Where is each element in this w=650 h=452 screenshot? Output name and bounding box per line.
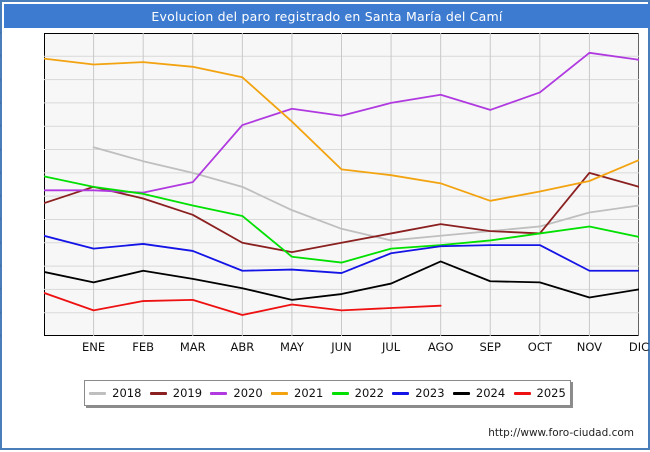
x-axis-tick: DIC: [628, 340, 650, 354]
series-line-2020: [44, 51, 639, 194]
legend-label: 2025: [536, 386, 566, 400]
x-axis-tick: JUL: [381, 340, 401, 354]
series-line-2023: [44, 234, 639, 274]
y-axis-tick: 220: [0, 236, 1, 250]
legend-item-2021[interactable]: 2021: [267, 386, 328, 400]
x-axis-tick: SEP: [479, 340, 501, 354]
x-axis-tick: FEB: [132, 340, 155, 354]
footer-url: http://www.foro-ciudad.com: [488, 427, 634, 439]
x-axis-tick: JUN: [331, 340, 352, 354]
x-axis-tick: ENE: [82, 340, 106, 354]
y-axis-tick: 260: [0, 189, 1, 203]
legend-item-2022[interactable]: 2022: [328, 386, 389, 400]
legend-label: 2018: [112, 386, 142, 400]
y-axis-tick: 400: [0, 26, 1, 40]
legend-swatch-icon: [210, 391, 228, 395]
series-line-2021: [44, 57, 639, 202]
legend-label: 2023: [415, 386, 445, 400]
page-title: Evolucion del paro registrado en Santa M…: [151, 8, 503, 24]
plot-area: [44, 33, 639, 336]
series-line-2022: [44, 175, 639, 264]
y-axis-tick: 300: [0, 143, 1, 157]
x-axis-tick: ABR: [230, 340, 255, 354]
legend-label: 2024: [475, 386, 506, 400]
y-axis-tick: 340: [0, 96, 1, 110]
y-axis-tick: 380: [0, 49, 1, 63]
legend-item-2023[interactable]: 2023: [388, 386, 449, 400]
y-axis-tick: 200: [0, 259, 1, 273]
legend-swatch-icon: [513, 391, 531, 395]
legend-swatch-icon: [392, 391, 410, 395]
legend-label: 2022: [354, 386, 384, 400]
legend-swatch-icon: [331, 391, 349, 395]
x-axis-tick: OCT: [527, 340, 552, 354]
x-axis-tick: AGO: [427, 340, 454, 354]
legend-swatch-icon: [89, 391, 107, 395]
legend-item-2019[interactable]: 2019: [146, 386, 207, 400]
legend-swatch-icon: [149, 391, 167, 395]
chart-lines: [44, 33, 639, 336]
legend-label: 2020: [233, 386, 263, 400]
chart-legend: 2018 2019 2020 2021 2022 2023 2024 2025: [84, 380, 571, 406]
legend-item-2020[interactable]: 2020: [206, 386, 267, 400]
series-line-2025: [44, 291, 442, 316]
y-axis-tick: 160: [0, 306, 1, 320]
y-axis-tick: 140: [0, 329, 1, 343]
legend-label: 2021: [294, 386, 324, 400]
y-axis-tick: 360: [0, 73, 1, 87]
legend-swatch-icon: [452, 391, 470, 395]
legend-item-2018[interactable]: 2018: [85, 386, 146, 400]
y-axis-tick: 240: [0, 212, 1, 226]
y-axis-tick: 280: [0, 166, 1, 180]
window-title-bar: Evolucion del paro registrado en Santa M…: [4, 4, 650, 28]
series-line-2024: [44, 260, 639, 301]
legend-label: 2019: [172, 386, 203, 400]
series-line-2018: [92, 146, 639, 242]
x-axis-tick: MAR: [179, 340, 206, 354]
y-axis-tick: 320: [0, 119, 1, 133]
y-axis-tick: 180: [0, 282, 1, 296]
legend-item-2024[interactable]: 2024: [449, 386, 510, 400]
legend-swatch-icon: [271, 391, 289, 395]
x-axis-tick: MAY: [279, 340, 304, 354]
legend-item-2025[interactable]: 2025: [509, 386, 570, 400]
x-axis-tick: NOV: [576, 340, 603, 354]
